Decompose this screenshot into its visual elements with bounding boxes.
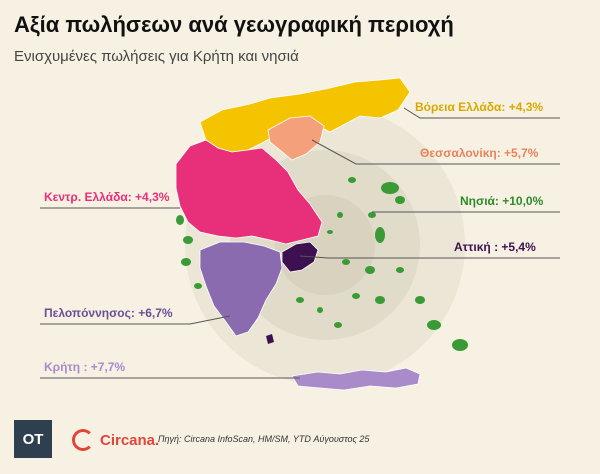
region-islands[interactable] xyxy=(176,177,468,351)
source-note: Πηγή: Circana InfoScan, HM/SM, YTD Αύγου… xyxy=(158,434,370,444)
region-attica[interactable] xyxy=(281,241,319,273)
label-attica: Αττική : +5,4% xyxy=(454,240,536,254)
circana-logo: Circana. xyxy=(72,428,159,452)
ot-logo: OT xyxy=(14,420,52,458)
label-thessaloniki: Θεσσαλονίκη: +5,7% xyxy=(420,146,539,160)
leader-peloponnese xyxy=(40,315,231,325)
label-central: Κεντρ. Ελλάδα: +4,3% xyxy=(44,190,170,204)
region-crete[interactable] xyxy=(291,367,421,391)
greece-map xyxy=(40,77,560,391)
leader-thessaloniki xyxy=(311,139,560,165)
label-north: Βόρεια Ελλάδα: +4,3% xyxy=(415,100,544,114)
region-thessaloniki[interactable] xyxy=(267,115,325,161)
label-islands: Νησιά: +10,0% xyxy=(460,194,544,208)
label-crete: Κρήτη : +7,7% xyxy=(44,360,126,374)
circana-wordmark: Circana. xyxy=(100,431,160,449)
leader-north xyxy=(403,107,560,119)
circana-mark-icon xyxy=(72,429,94,451)
leader-attica xyxy=(299,255,560,259)
region-peloponnese[interactable] xyxy=(199,241,283,337)
footer: OT Circana. Πηγή: Circana InfoScan, HM/S… xyxy=(0,420,600,460)
chart-title: Αξία πωλήσεων ανά γεωγραφική περιοχή xyxy=(14,12,454,37)
region-kythira[interactable] xyxy=(266,334,274,344)
region-central[interactable] xyxy=(175,139,323,245)
chart-subtitle: Ενισχυμένες πωλήσεις για Κρήτη και νησιά xyxy=(14,48,299,65)
label-peloponnese: Πελοπόννησος: +6,7% xyxy=(44,306,173,320)
